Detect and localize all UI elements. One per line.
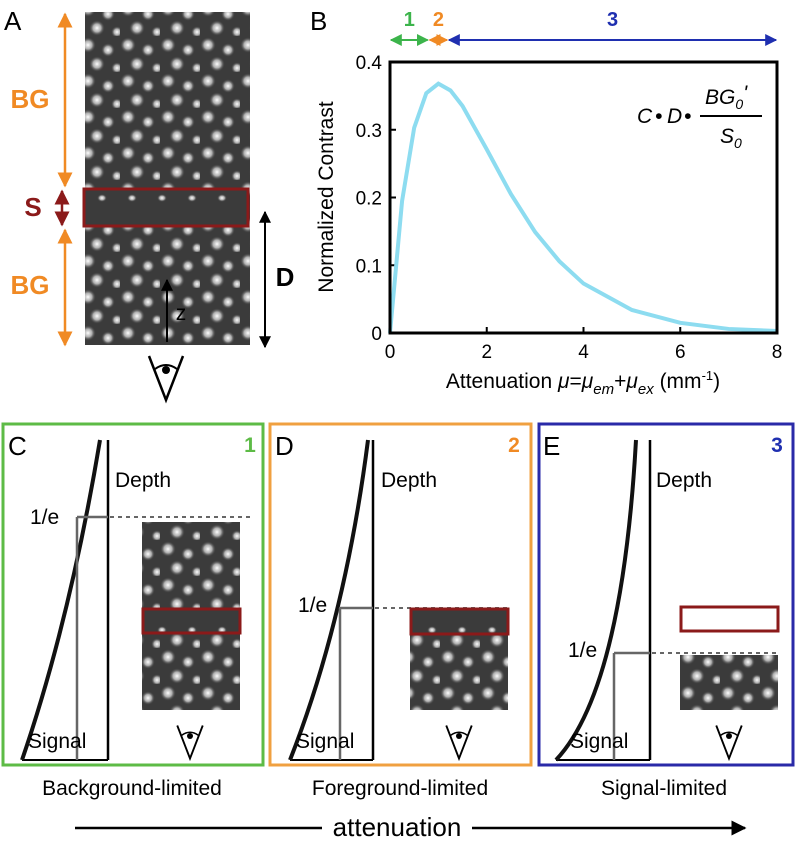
eye-icon [147,354,185,402]
formula-part: • [684,105,691,128]
caption: Signal-limited [601,777,727,800]
footer: attenuation [75,812,747,842]
y-tick-label: 0.4 [356,53,383,74]
eye-icon [715,724,743,760]
y-tick-label: 0.3 [356,121,382,142]
x-label-part: μ [581,370,594,393]
region-label: 1 [404,9,415,31]
y-tick-label: 0.1 [356,256,382,277]
x-label-part: μ [625,370,638,393]
panel-b: B Normalized Contrast Attenuation μ=μem+… [310,6,782,398]
formula: C • D • BG0' S0 [637,82,762,151]
eye-icon [176,724,204,760]
x-label-part: -1 [702,368,714,383]
signal-label: Signal [28,730,86,753]
y-tick-label: 0 [371,324,382,345]
z-label: z [176,302,187,325]
d-label: D [276,262,295,292]
x-label-part: ex [638,381,654,398]
bg-label: BG [11,270,50,300]
formula-part: S0 [720,125,742,151]
panel-frame [1,422,265,767]
caption: Background-limited [42,777,222,800]
attenuation-label: attenuation [333,812,462,842]
formula-part: S [720,125,734,148]
threshold-label: 1/e [568,639,597,662]
plot-frame [388,60,779,335]
signal-label: Signal [296,730,354,753]
panel-frame [537,422,795,767]
signal-label: Signal [570,730,628,753]
formula-part: • [655,105,662,128]
x-label-part: Attenuation [446,370,558,393]
eye-icon [445,724,473,760]
panel-letter: A [4,6,22,36]
signal-box [679,605,780,633]
region-label: 2 [433,9,444,31]
depth-label: Depth [381,469,437,492]
formula-part: BG [705,86,735,109]
signal-box [409,607,510,636]
signal-layer [85,190,248,226]
x-label-part: = [569,370,581,393]
sample-image [680,655,778,710]
s-label: S [24,192,41,222]
panel-letter: E [543,431,560,461]
formula-part: 0 [734,135,742,151]
panel-a: A BG S BG D z [4,6,295,402]
x-tick-label: 0 [385,342,396,363]
signal-box [82,187,250,228]
bg-label: BG [11,84,50,114]
formula-part: C [637,105,653,128]
threshold-label: 1/e [298,594,327,617]
signal-curve [554,439,638,762]
caption: Foreground-limited [312,777,488,800]
y-axis-label: Normalized Contrast [315,101,338,293]
formula-part: 0 [735,96,743,112]
x-tick-label: 8 [772,342,783,363]
panel-c: C 1 Depth 1/e Signal Background-limited [1,422,265,800]
x-label-part: em [593,381,614,398]
contrast-curve [388,81,778,334]
panel-letter: D [275,431,294,461]
formula-part: ' [743,82,748,105]
panel-letter: C [8,431,27,461]
panel-number: 3 [771,434,783,457]
signal-curve [20,439,102,761]
x-label-part: + [614,370,626,393]
y-tick-label: 0.2 [356,189,382,210]
x-tick-label: 6 [675,342,686,363]
x-label-part: μ [557,370,570,393]
x-tick-label: 2 [481,342,492,363]
x-label-part: ) [713,370,720,393]
panel-frame [268,422,533,767]
region-label: 3 [607,9,618,31]
depth-label: Depth [115,469,171,492]
panel-e: E 3 Depth 1/e Signal Signal-limited [537,422,795,800]
x-axis-label: Attenuation μ=μem+μex (mm-1) [446,368,720,398]
signal-box [141,607,242,635]
formula-part: D [667,105,682,128]
x-label-part: (mm [654,370,702,393]
signal-curve [288,439,370,761]
panel-number: 2 [508,434,520,457]
panel-number: 1 [244,434,256,457]
depth-label: Depth [656,469,712,492]
formula-part: BG0' [705,82,748,112]
threshold-label: 1/e [30,506,59,529]
panel-d: D 2 Depth 1/e Signal Foreground-limited [268,422,533,800]
panel-letter: B [310,6,327,36]
x-tick-label: 4 [578,342,589,363]
